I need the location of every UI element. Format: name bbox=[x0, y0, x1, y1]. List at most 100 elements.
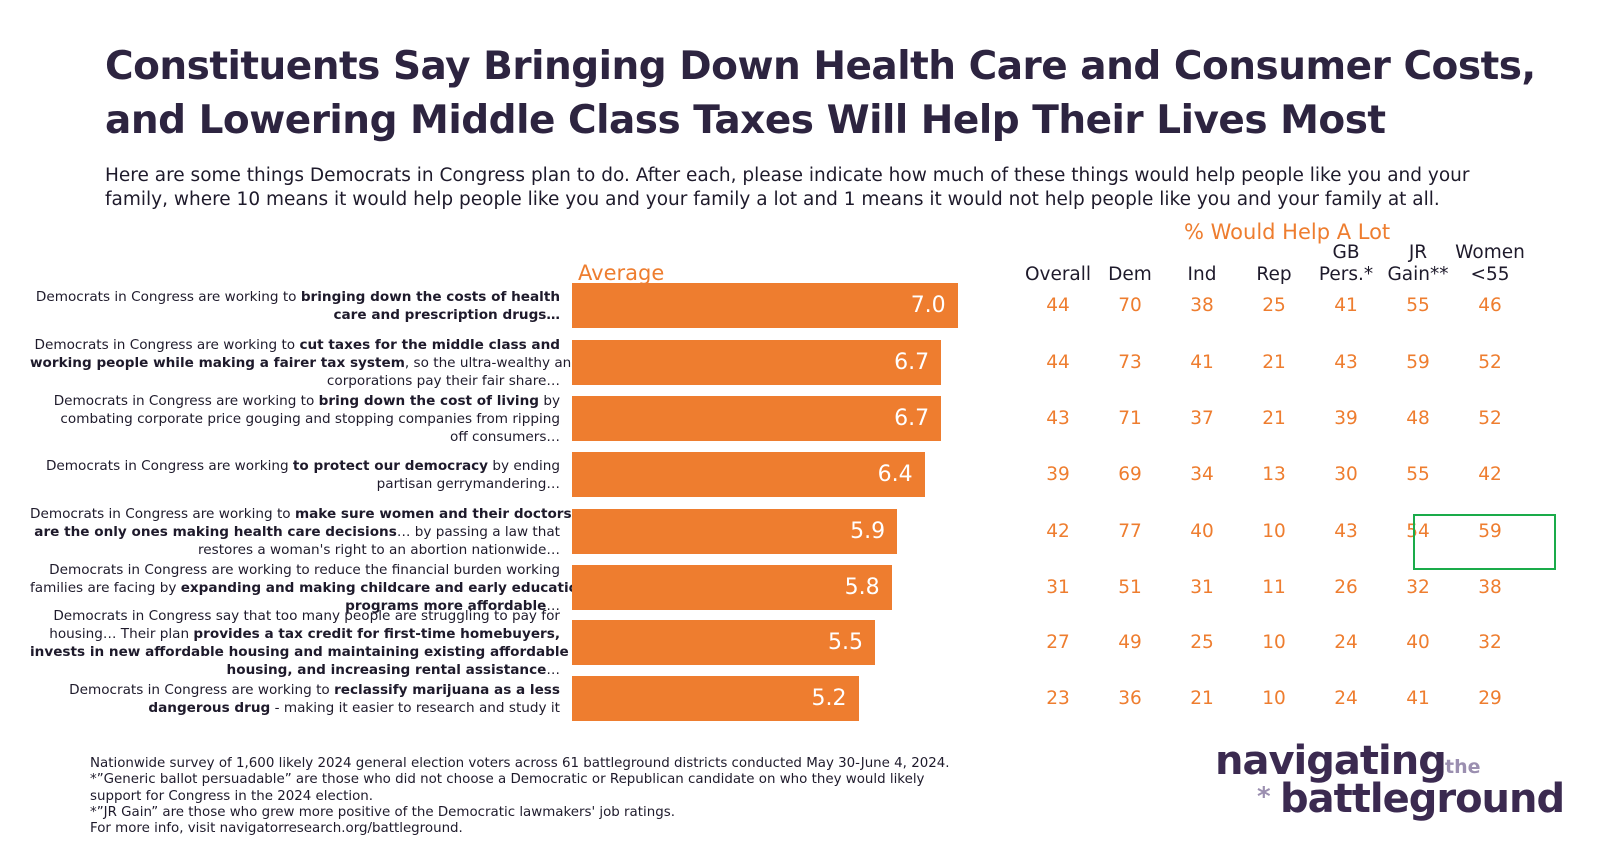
footnote-5: For more info, visit navigatorresearch.o… bbox=[90, 821, 463, 837]
item-label: Democrats in Congress are working to bri… bbox=[30, 392, 560, 446]
bar bbox=[572, 620, 876, 665]
item-label-line: off consumers… bbox=[30, 428, 560, 446]
bar bbox=[572, 396, 942, 441]
table-cell: 39 bbox=[1334, 407, 1358, 429]
item-label-line: Democrats in Congress are working to mak… bbox=[30, 505, 572, 523]
table-cell: 44 bbox=[1046, 294, 1070, 316]
table-cell: 38 bbox=[1190, 294, 1214, 316]
column-header-line-2: Gain** bbox=[1387, 264, 1449, 285]
label-text: by ending bbox=[488, 457, 560, 474]
logo-star: * bbox=[1257, 782, 1271, 812]
percent-help-label: % Would Help A Lot bbox=[1184, 220, 1391, 244]
column-header-line-2: Dem bbox=[1108, 264, 1152, 285]
table-cell: 55 bbox=[1406, 294, 1430, 316]
table-cell: 23 bbox=[1046, 687, 1070, 709]
item-label-line: combating corporate price gouging and st… bbox=[30, 410, 560, 428]
bar-value-label: 7.0 bbox=[910, 293, 946, 318]
table-cell: 55 bbox=[1406, 463, 1430, 485]
label-text: restores a woman's right to an abortion … bbox=[197, 541, 560, 558]
question-line-2: family, where 10 means it would help peo… bbox=[105, 189, 1440, 210]
table-cell: 41 bbox=[1334, 294, 1358, 316]
label-text: … by passing a law that bbox=[396, 523, 560, 540]
table-cell: 70 bbox=[1118, 294, 1142, 316]
item-label-line: Democrats in Congress are working to red… bbox=[30, 561, 560, 579]
table-cell: 24 bbox=[1334, 687, 1358, 709]
item-label-line: Democrats in Congress are working to bri… bbox=[30, 392, 560, 410]
label-text: Democrats in Congress are working to bbox=[30, 505, 295, 522]
bar bbox=[572, 452, 925, 497]
table-cell: 27 bbox=[1046, 631, 1070, 653]
label-emphasis: make sure women and their doctors bbox=[294, 505, 572, 522]
item-label: Democrats in Congress are working to rec… bbox=[30, 681, 560, 717]
label-text: families are facing by bbox=[30, 579, 181, 596]
label-text: - making it easier to research and study… bbox=[270, 699, 560, 716]
label-emphasis: provides a tax credit for first-time hom… bbox=[193, 625, 560, 642]
bar-value-label: 5.9 bbox=[850, 519, 886, 544]
label-emphasis: working people while making a fairer tax… bbox=[30, 354, 405, 371]
label-emphasis: care and prescription drugs… bbox=[333, 306, 560, 323]
label-emphasis: expanding and making childcare and early… bbox=[180, 579, 588, 596]
label-emphasis: housing, and increasing rental assistanc… bbox=[226, 661, 547, 678]
table-cell: 32 bbox=[1478, 631, 1502, 653]
table-cell: 31 bbox=[1190, 576, 1214, 598]
label-text: corporations pay their fair share… bbox=[326, 372, 560, 389]
bar bbox=[572, 676, 859, 721]
label-text: Democrats in Congress are working to bbox=[35, 288, 301, 305]
column-header-line-1: GB bbox=[1332, 242, 1360, 263]
item-label-line: dangerous drug - making it easier to res… bbox=[30, 699, 560, 717]
item-label-line: corporations pay their fair share… bbox=[30, 372, 560, 390]
navigating-battleground-logo: navigating the * battleground bbox=[1205, 738, 1585, 828]
label-text: partisan gerrymandering… bbox=[376, 475, 560, 492]
footnote-3: support for Congress in the 2024 electio… bbox=[90, 788, 374, 804]
label-text: Democrats in Congress are working to bbox=[53, 392, 319, 409]
table-cell: 43 bbox=[1046, 407, 1070, 429]
item-label: Democrats in Congress are working to bri… bbox=[30, 288, 560, 324]
table-cell: 25 bbox=[1190, 631, 1214, 653]
item-label: Democrats in Congress are working to cut… bbox=[30, 336, 580, 390]
column-header: JR Gain** bbox=[1373, 242, 1463, 286]
item-label: Democrats in Congress are working to pro… bbox=[30, 457, 560, 493]
item-label-line: Democrats in Congress are working to rec… bbox=[30, 681, 560, 699]
table-cell: 44 bbox=[1046, 351, 1070, 373]
table-cell: 31 bbox=[1046, 576, 1070, 598]
column-header: Overall bbox=[1013, 242, 1103, 286]
table-cell: 49 bbox=[1118, 631, 1142, 653]
item-label-line: are the only ones making health care dec… bbox=[30, 523, 560, 541]
column-header: Women <55 bbox=[1445, 242, 1535, 286]
table-cell: 11 bbox=[1262, 576, 1286, 598]
table-cell: 71 bbox=[1118, 407, 1142, 429]
column-header: Dem bbox=[1085, 242, 1175, 286]
table-cell: 41 bbox=[1406, 687, 1430, 709]
label-text: , so the ultra-wealthy and bbox=[404, 354, 580, 371]
label-text: Democrats in Congress are working bbox=[45, 457, 293, 474]
question-text: Here are some things Democrats in Congre… bbox=[105, 164, 1585, 212]
item-label-line: families are facing by expanding and mak… bbox=[30, 579, 588, 597]
table-cell: 10 bbox=[1262, 520, 1286, 542]
column-header-line-2: Pers.* bbox=[1318, 264, 1374, 285]
table-cell: 40 bbox=[1406, 631, 1430, 653]
table-cell: 59 bbox=[1478, 520, 1502, 542]
logo-word-the: the bbox=[1445, 756, 1481, 778]
label-text: … bbox=[546, 661, 560, 678]
table-cell: 29 bbox=[1478, 687, 1502, 709]
footnote-2: *”Generic ballot persuadable” are those … bbox=[90, 772, 925, 788]
label-emphasis: invests in new affordable housing and ma… bbox=[30, 643, 569, 660]
label-text: Democrats in Congress say that too many … bbox=[53, 607, 560, 624]
average-label: Average bbox=[578, 261, 665, 285]
footnote-4: *”JR Gain” are those who grew more posit… bbox=[90, 804, 675, 820]
table-cell: 24 bbox=[1334, 631, 1358, 653]
label-emphasis: bringing down the costs of health bbox=[300, 288, 560, 305]
column-header-line-2: Rep bbox=[1256, 264, 1292, 285]
bar bbox=[572, 283, 958, 328]
table-cell: 10 bbox=[1262, 631, 1286, 653]
table-cell: 36 bbox=[1118, 687, 1142, 709]
column-header-line-2: Overall bbox=[1024, 264, 1092, 285]
item-label-line: working people while making a fairer tax… bbox=[30, 354, 580, 372]
table-cell: 30 bbox=[1334, 463, 1358, 485]
chart-title: Constituents Say Bringing Down Health Ca… bbox=[105, 40, 1585, 148]
label-emphasis: cut taxes for the middle class and bbox=[299, 336, 560, 353]
table-cell: 52 bbox=[1478, 407, 1502, 429]
table-cell: 39 bbox=[1046, 463, 1070, 485]
logo-word-navigating: navigating bbox=[1215, 738, 1447, 784]
column-header-line-2: Ind bbox=[1187, 264, 1217, 285]
